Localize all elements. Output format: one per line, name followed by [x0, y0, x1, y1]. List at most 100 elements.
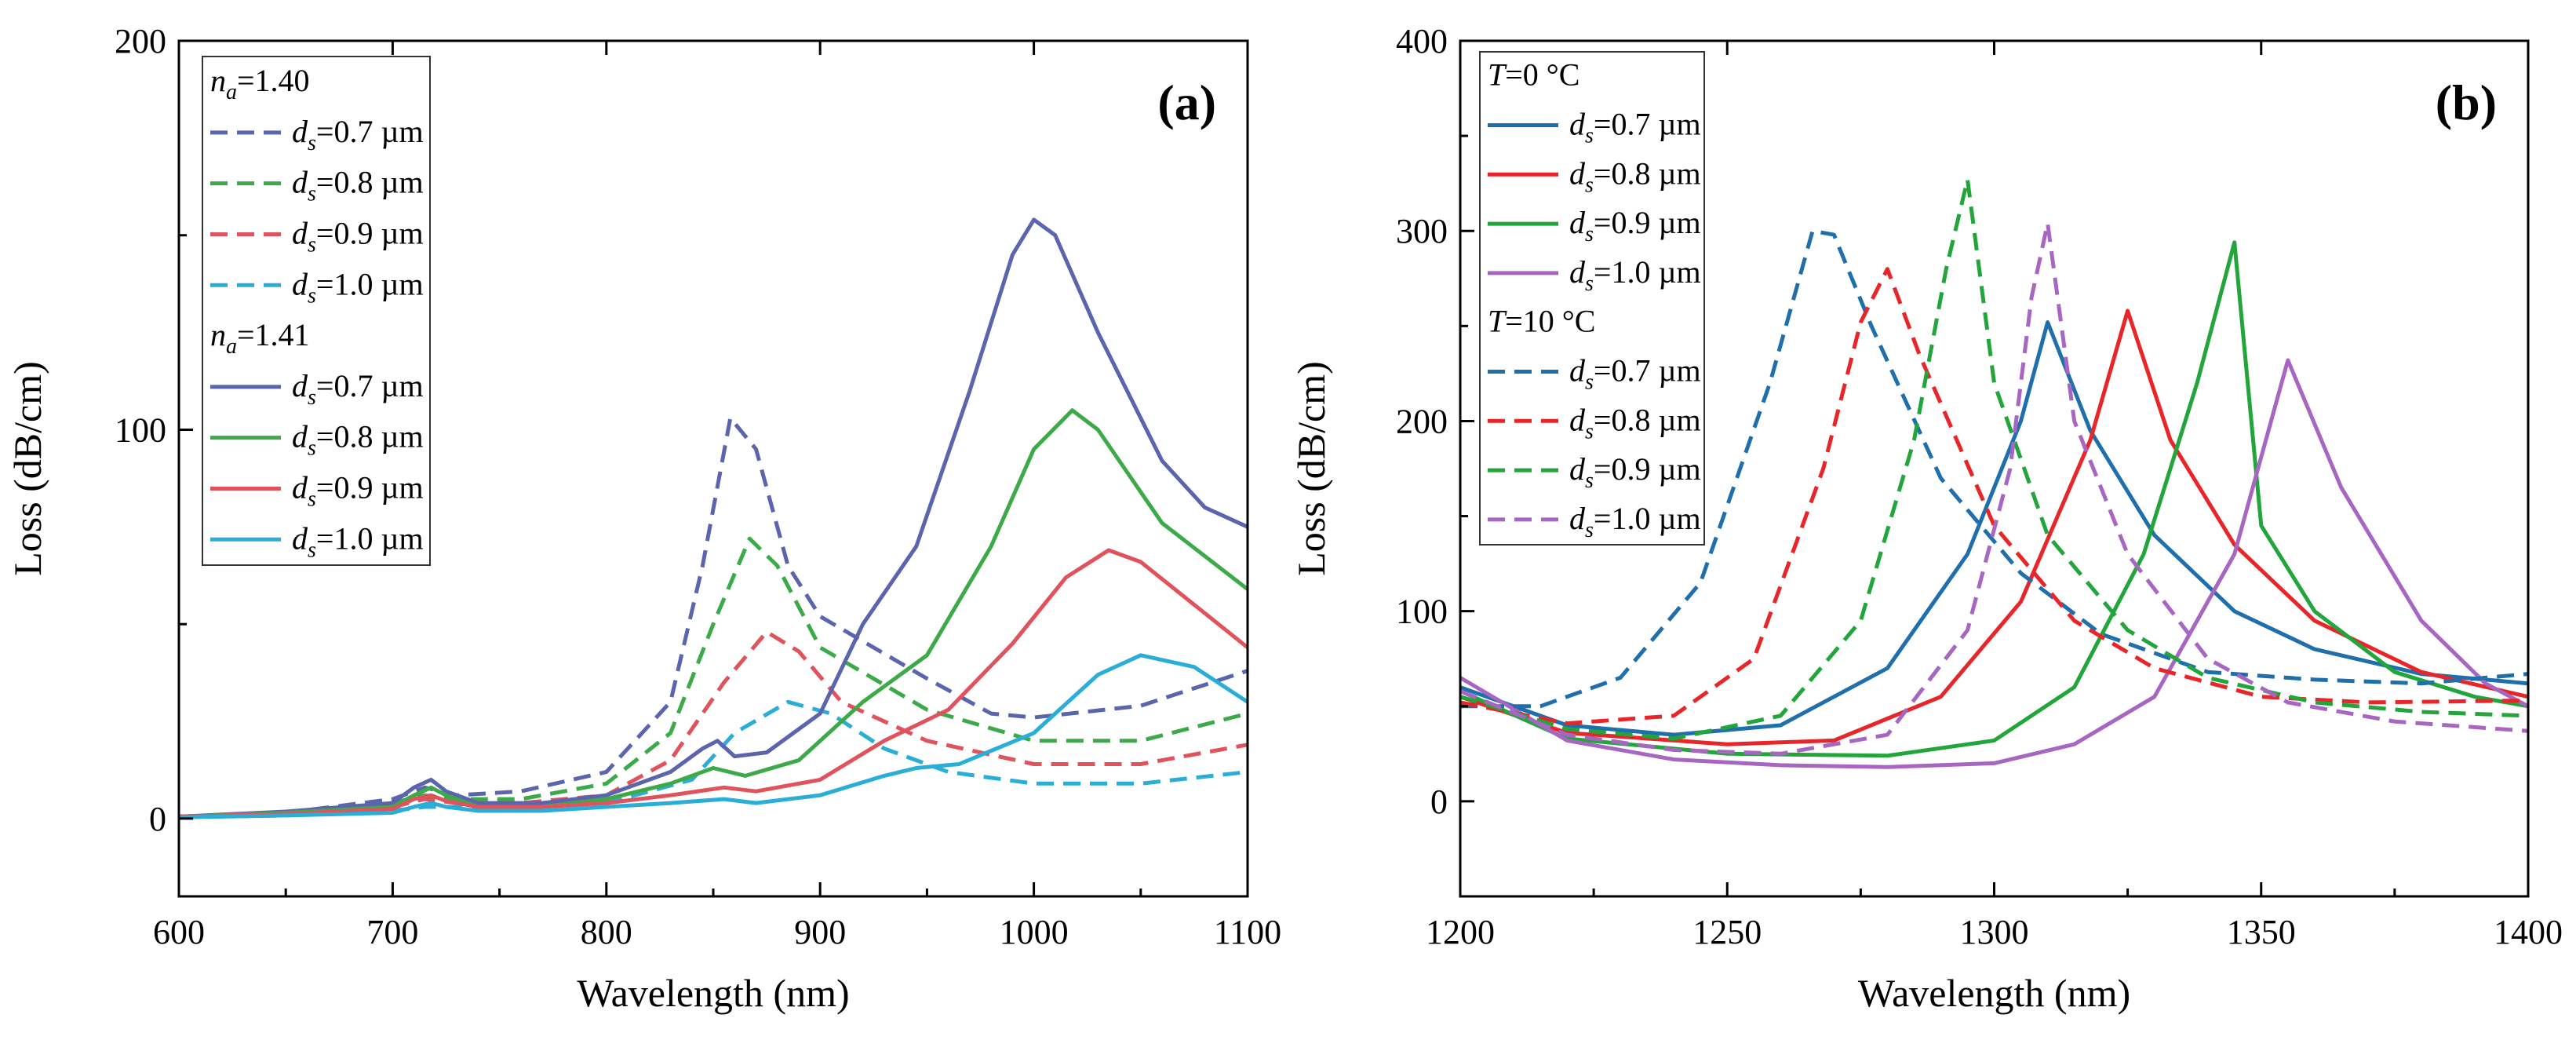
x-axis-title: Wavelength (nm)	[1858, 971, 2130, 1015]
legend-entry-subscript: s	[308, 131, 316, 155]
legend-entry-subscript: s	[1585, 222, 1594, 246]
legend-entry-label: ds=0.7 µm	[1569, 107, 1701, 148]
legend-entry-value: =0.8 µm	[1594, 402, 1701, 437]
legend-entry-value: =0.8 µm	[316, 165, 424, 200]
legend-entry-value: =0.9 µm	[1594, 451, 1701, 487]
legend-entry-subscript: s	[308, 385, 316, 410]
legend-header-value: =0 °C	[1505, 57, 1579, 93]
legend-entry-symbol: d	[1569, 254, 1586, 290]
legend-entry-label: ds=0.8 µm	[1569, 155, 1701, 197]
legend-entry-label: ds=0.9 µm	[1569, 205, 1701, 246]
legend-entry-subscript: s	[1585, 518, 1594, 542]
series-line-solid-3	[1460, 358, 2528, 769]
legend-entry-subscript: s	[1585, 272, 1594, 296]
y-tick-label: 400	[1396, 22, 1448, 60]
panel-label: (b)	[2436, 75, 2497, 130]
legend-entry-value: =0.9 µm	[1594, 205, 1701, 240]
legend-entry-label: ds=0.9 µm	[1569, 451, 1701, 493]
legend-group-header: na=1.40	[210, 63, 310, 104]
legend-entry-label: ds=1.0 µm	[292, 520, 424, 562]
legend-entry-symbol: d	[292, 266, 308, 301]
panel-a: 600 700 800 900 1000 1100 0 100 200 Wavelength (n…	[5, 22, 1281, 1015]
x-tick-label: 1400	[2494, 913, 2563, 951]
legend-entry-symbol: d	[292, 419, 308, 454]
y-tick-label: 0	[1430, 783, 1448, 821]
x-axis-title: Wavelength (nm)	[577, 971, 849, 1015]
legend-group-header: T=0 °C	[1488, 57, 1579, 93]
y-tick-label: 0	[149, 800, 166, 838]
legend-header-subscript: a	[226, 80, 237, 104]
legend-group-header: T=10 °C	[1488, 304, 1595, 339]
legend-entry-value: =0.8 µm	[1594, 155, 1701, 191]
legend-entry-value: =1.0 µm	[1594, 501, 1701, 536]
legend-entry-label: ds=0.7 µm	[1569, 353, 1701, 395]
legend-header-symbol: n	[210, 317, 226, 352]
legend-entry-value: =0.9 µm	[316, 215, 424, 250]
legend-entry-subscript: s	[308, 436, 316, 461]
x-tick-label: 1000	[1000, 913, 1069, 951]
x-tick-label: 900	[794, 913, 846, 951]
panel-b: 1200 1250 1300 1350 1400 0 100 200 300 400 Wavelen…	[1289, 22, 2563, 1015]
legend-entry-value: =1.0 µm	[316, 520, 424, 556]
legend-entry-symbol: d	[292, 215, 308, 250]
legend-entry-subscript: s	[1585, 419, 1594, 443]
legend-entry-value: =0.7 µm	[1594, 353, 1701, 389]
series-line-dashed-4	[1460, 228, 2528, 709]
series-line-solid-7	[179, 653, 1248, 819]
legend-entry-value: =0.9 µm	[316, 469, 424, 505]
legend-entry-subscript: s	[308, 487, 316, 511]
legend-entry-symbol: d	[292, 114, 308, 149]
legend-entry-label: ds=1.0 µm	[1569, 254, 1701, 296]
series-line-solid-1	[1460, 308, 2528, 746]
legend-entry-symbol: d	[292, 368, 308, 403]
legend-entry-subscript: s	[1585, 173, 1594, 197]
legend-entry-label: ds=0.8 µm	[292, 419, 424, 461]
x-tick-label: 1100	[1214, 913, 1281, 951]
legend-entry-value: =0.7 µm	[316, 114, 424, 149]
x-tick-label: 1300	[1960, 913, 2029, 951]
legend-box	[202, 56, 431, 566]
series-line-solid-6	[179, 548, 1248, 819]
legend-entry-label: ds=0.9 µm	[292, 215, 424, 257]
legend-entry-subscript: s	[1585, 370, 1594, 395]
legend-header-value: =1.40	[237, 63, 310, 98]
legend-entry-symbol: d	[292, 520, 308, 556]
legend-entry-symbol: d	[1569, 501, 1586, 536]
legend-entry-subscript: s	[308, 232, 316, 257]
legend-entry-symbol: d	[1569, 107, 1586, 142]
y-tick-label: 200	[1396, 402, 1448, 440]
legend-entry-symbol: d	[292, 469, 308, 505]
legend-entry-value: =0.7 µm	[316, 368, 424, 403]
legend-entry-subscript: s	[308, 538, 316, 562]
legend-entry-symbol: d	[1569, 155, 1586, 191]
legend-header-subscript: a	[226, 334, 237, 359]
series-line-solid-4	[179, 217, 1248, 819]
legend-entry-subscript: s	[308, 182, 316, 206]
legend-entry-value: =1.0 µm	[1594, 254, 1701, 290]
y-axis-title: Loss (dB/cm)	[1289, 361, 1333, 576]
legend-entry-subscript: s	[1585, 124, 1594, 148]
legend-entry-symbol: d	[1569, 402, 1586, 437]
series-group	[1460, 177, 2528, 769]
legend-entry-label: ds=0.7 µm	[292, 368, 424, 410]
series-line-dashed-0	[179, 416, 1248, 819]
series-group	[179, 217, 1248, 819]
y-tick-label: 100	[1396, 593, 1448, 631]
legend-box	[1479, 51, 1705, 546]
legend-group-header: na=1.41	[210, 317, 310, 359]
legend-entry-value: =1.0 µm	[316, 266, 424, 301]
x-tick-label: 1350	[2227, 913, 2296, 951]
y-tick-label: 200	[115, 22, 166, 60]
legend-header-value: =10 °C	[1505, 304, 1595, 339]
legend-entry-symbol: d	[1569, 205, 1586, 240]
legend-header-symbol: n	[210, 63, 226, 98]
series-line-solid-5	[179, 408, 1248, 819]
y-tick-label: 300	[1396, 212, 1448, 250]
legend-entry-symbol: d	[1569, 451, 1586, 487]
series-line-dashed-7	[1460, 221, 2528, 756]
series-line-dashed-6	[1460, 177, 2528, 741]
legend-entry-symbol: d	[292, 165, 308, 200]
